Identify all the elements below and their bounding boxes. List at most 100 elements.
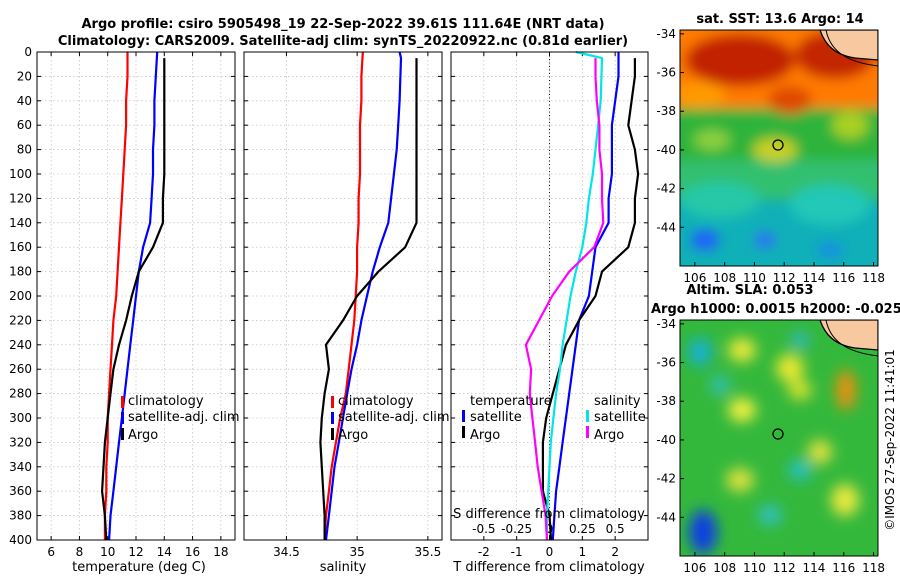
x-tick-label: 35.5 [414,545,441,559]
series-line-climatology [103,52,129,540]
difference-xlabel: T difference from climatology [452,560,645,575]
x-tick-label: 10 [100,545,115,559]
s-diff-tick-label: 0.25 [569,522,596,536]
map-y-tick-label: -42 [656,182,676,196]
x-tick-label: -2 [478,545,490,559]
sla-map-frame [679,319,879,557]
series-line-s-argo [524,58,605,541]
temperature-xlabel: temperature (deg C) [72,560,206,575]
legend-satellite-label: satellite-adj. clim [128,410,240,425]
legend-s-satellite-swatch [586,410,589,422]
map-y-tick-label: -34 [656,27,676,41]
series-line-argo [100,58,166,541]
sla-map [679,319,879,557]
salinity-legend: climatology satellite-adj. clim Argo [331,394,450,443]
legend-climatology-swatch [121,396,124,408]
depth-contour [825,30,878,67]
sst-map-frame [679,29,879,267]
plot-frame [450,51,649,541]
plot-frame [243,51,443,541]
map-y-tick-label: -42 [656,472,676,486]
series-line-s-satellite [545,50,604,540]
argo-position-marker [772,428,784,440]
legend-climatology-label: climatology [128,394,204,409]
legend-satellite-swatch [331,412,334,424]
x-tick-label: 18 [213,545,228,559]
legend-s-argo-label: Argo [594,428,624,443]
y-tick-label: 300 [9,411,32,425]
legend-s-satellite-label: satellite [594,410,646,425]
y-tick-label: 40 [17,94,32,108]
y-tick-label: 380 [9,509,32,523]
difference-legend: temperature salinity satellite Argo sate… [462,394,646,443]
y-tick-label: 200 [9,289,32,303]
x-tick-label: 16 [185,545,200,559]
map-x-tick-label: 114 [803,271,826,285]
sst-map-title: sat. SST: 13.6 Argo: 14 [696,12,863,27]
imos-watermark: ©IMOS 27-Sep-2022 11:41:01 [883,349,897,531]
map-y-tick-label: -34 [656,317,676,331]
difference-top-xlabel: S difference from climatology [453,507,645,522]
x-tick-label: -1 [511,545,523,559]
legend-argo-swatch [331,428,334,440]
y-tick-label: 240 [9,338,32,352]
series-line-satellite-adj-clim [324,51,403,541]
y-tick-label: 400 [9,533,32,547]
difference-profile-panel: -2 -1 0 1 2-0.5 -0.25 0 0.25 0.5 [450,50,649,559]
y-tick-label: 0 [24,45,32,59]
legend-t-satellite-label: satellite [470,410,522,425]
map-x-tick-label: 110 [743,561,766,575]
map-x-tick-label: 116 [832,561,855,575]
map-y-tick-label: -40 [656,143,676,157]
y-tick-label: 260 [9,362,32,376]
series-line-argo [319,58,418,540]
map-x-tick-label: 116 [832,271,855,285]
map-x-tick-label: 114 [803,561,826,575]
y-tick-label: 20 [17,69,32,83]
legend-satellite-label: satellite-adj. clim [338,410,450,425]
y-tick-label: 100 [9,167,32,181]
x-tick-label: 8 [76,545,84,559]
map-y-tick-label: -38 [656,104,676,118]
y-tick-label: 180 [9,265,32,279]
legend-climatology-label: climatology [338,394,414,409]
series-line-t-satellite [551,52,620,541]
map-y-tick-label: -36 [656,66,676,80]
legend-satellite-swatch [121,412,124,424]
s-diff-tick-label: 0.5 [606,522,625,536]
legend-salinity-title: salinity [594,394,641,409]
temperature-legend: climatology satellite-adj. clim Argo [121,394,240,443]
series-line-climatology [323,51,364,541]
sst-map [679,29,879,267]
map-x-tick-label: 112 [773,561,796,575]
y-tick-label: 60 [17,118,32,132]
map-x-tick-label: 118 [862,271,885,285]
y-tick-label: 140 [9,216,32,230]
legend-s-argo-swatch [586,426,589,438]
land-mass [819,320,878,351]
map-y-tick-label: -44 [656,510,676,524]
map-x-tick-label: 112 [773,271,796,285]
y-tick-label: 160 [9,240,32,254]
legend-argo-label: Argo [128,428,158,443]
legend-t-satellite-swatch [462,410,465,422]
legend-climatology-swatch [331,396,334,408]
sla-field [688,332,859,554]
map-x-tick-label: 106 [683,561,706,575]
series-line-t-argo [541,58,640,541]
map-x-tick-label: 106 [683,271,706,285]
land-mass [819,30,878,61]
temperature-profile-panel: 0 20 40 60 80 100 120 140 160 180 200 220 240 260 280 3… [9,45,236,559]
series-line-satellite-adj-clim [108,51,159,541]
map-x-tick-label: 108 [713,271,736,285]
legend-t-argo-label: Argo [470,428,500,443]
sla-map-title: Altim. SLA: 0.053 [687,283,814,298]
depth-contour [825,320,878,357]
legend-argo-label: Argo [338,428,368,443]
y-tick-label: 340 [9,460,32,474]
map-y-tick-label: -38 [656,394,676,408]
y-tick-label: 320 [9,435,32,449]
y-tick-label: 80 [17,143,32,157]
argo-position-marker [772,139,784,151]
